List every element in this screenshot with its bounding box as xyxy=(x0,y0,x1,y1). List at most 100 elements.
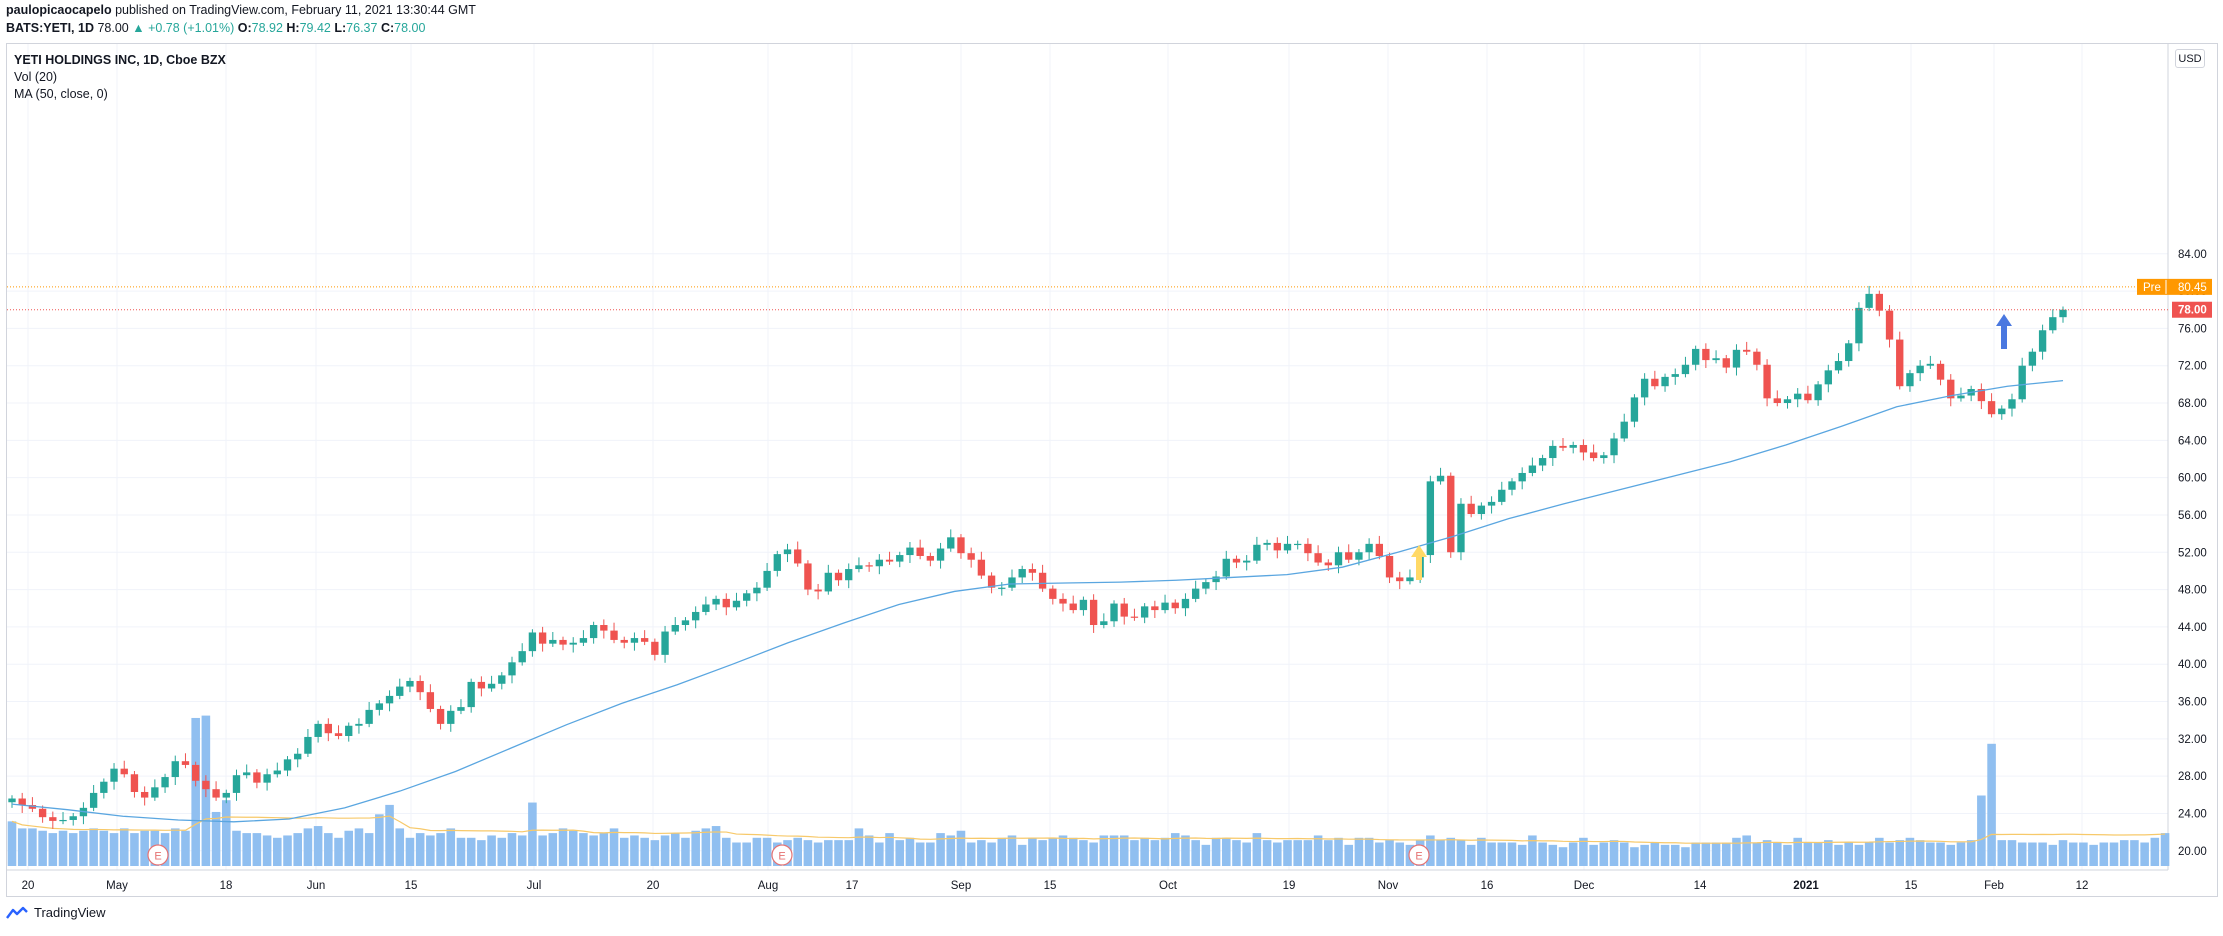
volume-bar xyxy=(1119,835,1129,866)
volume-bar xyxy=(2089,844,2098,866)
candle-up xyxy=(283,759,292,771)
candle-down xyxy=(1232,558,1241,563)
volume-bar xyxy=(48,833,58,866)
x-tick-label: 17 xyxy=(846,880,859,892)
volume-bar xyxy=(1089,842,1098,866)
candle-down xyxy=(651,641,659,655)
candle-up xyxy=(906,547,914,556)
candle-up xyxy=(702,604,710,612)
candle-up xyxy=(783,549,792,555)
candle-down xyxy=(865,565,873,567)
candle-up xyxy=(549,639,557,644)
volume-bar xyxy=(1181,835,1190,866)
x-tick-label: 15 xyxy=(1044,880,1057,892)
candle-up xyxy=(681,620,690,626)
volume-bar xyxy=(2140,842,2149,866)
candle-up xyxy=(1263,542,1271,545)
candle-up xyxy=(773,554,781,571)
volume-legend[interactable]: Vol (20) xyxy=(14,70,58,84)
volume-bar xyxy=(1579,837,1588,866)
candle-down xyxy=(1304,543,1312,554)
volume-bar xyxy=(1742,835,1751,866)
candle-down xyxy=(1722,358,1730,368)
ma-legend[interactable]: MA (50, close, 0) xyxy=(14,87,108,101)
candle-down xyxy=(1273,542,1281,551)
volume-bar xyxy=(1966,840,1976,866)
candle-down xyxy=(1763,364,1771,399)
candle-down xyxy=(1559,445,1567,448)
x-tick-label: Sep xyxy=(951,880,971,892)
x-tick-label: 2021 xyxy=(1793,880,1819,892)
y-tick-label: 76.00 xyxy=(2178,323,2207,335)
volume-bar xyxy=(1068,837,1078,866)
x-tick-label: Aug xyxy=(758,880,778,892)
x-tick-label: 12 xyxy=(2076,880,2089,892)
volume-bar xyxy=(415,833,425,866)
candle-up xyxy=(2018,365,2026,400)
volume-bar xyxy=(1344,844,1354,866)
footer-brand: TradingView xyxy=(34,905,106,920)
candle-down xyxy=(334,733,343,737)
candle-up xyxy=(1161,602,1169,611)
earnings-marker-label: E xyxy=(778,851,785,863)
candle-up xyxy=(487,683,496,689)
volume-bar xyxy=(538,835,547,866)
volume-bar xyxy=(2038,842,2047,866)
x-tick-label: 20 xyxy=(647,880,660,892)
volume-bar xyxy=(2007,840,2017,866)
volume-bar xyxy=(1752,842,1762,866)
candle-up xyxy=(1406,577,1414,582)
candle-down xyxy=(1375,543,1384,556)
volume-bar xyxy=(987,842,996,866)
volume-bar xyxy=(1456,840,1466,866)
candle-up xyxy=(1212,576,1220,583)
volume-bar xyxy=(2068,842,2078,866)
volume-bar xyxy=(1670,844,1680,866)
candle-down xyxy=(926,555,935,561)
volume-bar xyxy=(1201,844,1211,866)
candle-down xyxy=(620,639,628,643)
candle-up xyxy=(1110,603,1118,622)
candle-down xyxy=(814,589,822,592)
volume-bar xyxy=(1385,840,1394,866)
x-tick-label: Feb xyxy=(1984,880,2004,892)
volume-bar xyxy=(466,837,476,866)
chart-legend-title[interactable]: YETI HOLDINGS INC, 1D, Cboe BZX xyxy=(14,53,226,67)
volume-bar xyxy=(1160,837,1170,866)
x-tick-label: Jun xyxy=(307,880,326,892)
candle-up xyxy=(1018,569,1026,578)
volume-bar xyxy=(875,842,884,866)
volume-bar xyxy=(477,840,486,866)
volume-bar xyxy=(1477,837,1486,866)
candle-down xyxy=(324,723,332,734)
candle-up xyxy=(1998,408,2006,415)
candle-up xyxy=(763,570,771,588)
x-tick-label: 18 xyxy=(220,880,233,892)
candle-down xyxy=(426,692,435,709)
candle-up xyxy=(1661,376,1669,387)
volume-bar xyxy=(660,835,670,866)
candle-up xyxy=(1732,349,1741,368)
volume-bar xyxy=(1762,840,1772,866)
author-name[interactable]: paulopicaocapelo xyxy=(6,3,112,17)
volume-bar xyxy=(691,830,700,866)
candle-up xyxy=(385,695,394,704)
volume-bar xyxy=(109,833,119,866)
candle-up xyxy=(1202,582,1210,589)
volume-bar xyxy=(1997,840,2007,866)
volume-bar xyxy=(1099,835,1109,866)
candle-down xyxy=(1324,562,1332,566)
candle-up xyxy=(1008,577,1016,588)
candle-up xyxy=(1794,393,1802,400)
volume-bar xyxy=(1038,840,1047,866)
candle-up xyxy=(896,555,904,562)
candle-down xyxy=(1171,602,1179,609)
currency-button[interactable]: USD xyxy=(2175,49,2205,68)
volume-bar xyxy=(1232,840,1241,866)
tradingview-footer[interactable]: TradingView xyxy=(6,905,106,920)
candle-up xyxy=(947,537,955,549)
candle-up xyxy=(1630,397,1639,422)
volume-bar xyxy=(1915,840,1925,866)
earnings-marker-icon xyxy=(147,844,169,866)
